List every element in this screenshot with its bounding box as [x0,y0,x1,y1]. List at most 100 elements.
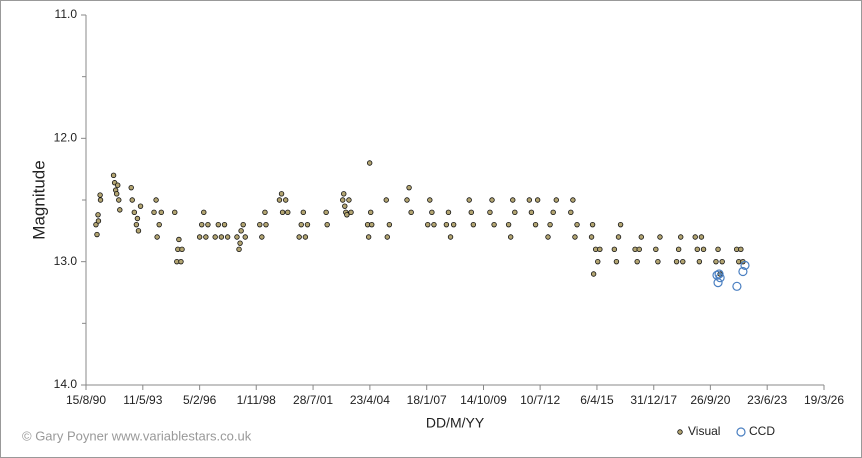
y-tick-label: 13.0 [54,254,78,268]
point [93,221,99,228]
point [262,209,268,216]
point [597,246,603,253]
point [276,197,283,203]
point [238,228,244,234]
point [406,184,412,191]
point [137,203,144,209]
point [151,209,157,216]
point [131,209,138,216]
y-tick-label: 12.0 [54,131,78,145]
credit: © Gary Poyner www.variablestars.co.uk [22,428,252,443]
x-tick-label: 28/7/01 [293,393,333,407]
point [589,221,596,228]
point [263,221,269,228]
point [134,215,141,222]
point [340,197,346,203]
point [512,209,518,216]
point [713,278,723,288]
point [386,221,393,228]
point [408,209,414,216]
point [714,269,724,279]
point [178,258,184,265]
point [237,240,243,246]
point [611,246,618,253]
x-tick-label: 5/2/96 [183,393,217,407]
point [304,221,311,228]
point [713,258,719,265]
point [657,234,663,240]
x-tick-label: 26/9/20 [690,393,730,407]
point [470,221,477,228]
point [113,191,120,197]
point [240,221,246,228]
point [653,246,659,253]
point [115,182,121,188]
point [545,234,551,240]
point [215,221,221,228]
point [588,234,595,240]
point [715,246,721,253]
point [574,221,580,228]
y-axis-title: Magnitude [29,160,48,239]
point [218,234,225,240]
point [279,209,286,216]
point [429,209,435,216]
point [94,231,100,238]
point [505,221,512,228]
point [450,221,457,228]
point [692,234,698,240]
x-tick-label: 15/8/90 [66,393,106,407]
point [532,221,539,228]
point [404,197,410,203]
point [547,221,553,228]
point [368,209,374,216]
point [572,234,578,240]
point [655,258,661,265]
point [550,209,556,216]
point [694,246,701,253]
point [740,260,750,270]
point [342,203,348,209]
point [117,207,123,213]
point [732,281,742,291]
point [344,212,350,218]
x-tick-label: 23/6/23 [747,393,787,407]
point [634,258,640,265]
point [133,221,140,228]
point [154,234,160,240]
point [698,234,705,240]
point [738,266,748,277]
point [234,234,240,240]
point [617,221,624,228]
point [365,234,372,240]
point [324,221,330,228]
x-tick-label: 11/5/93 [123,393,162,407]
x-tick-label: 18/1/07 [407,393,447,407]
point [553,197,559,203]
point [568,209,574,216]
point [636,246,642,253]
point [179,246,185,253]
point [675,246,682,253]
point [224,234,231,240]
point [696,258,703,265]
x-axis-title: DD/M/YY [426,415,485,431]
point [526,197,533,203]
point [445,209,452,216]
point [298,221,304,228]
point [285,209,291,216]
point [528,209,535,216]
legend-label: Visual [688,424,720,438]
point [489,197,495,203]
point [738,246,744,253]
point [259,234,265,240]
point [135,228,142,234]
point [534,197,541,203]
point [590,271,597,277]
point [97,197,104,203]
point [236,246,242,253]
point [199,221,205,228]
point [680,258,686,265]
point [296,234,302,240]
